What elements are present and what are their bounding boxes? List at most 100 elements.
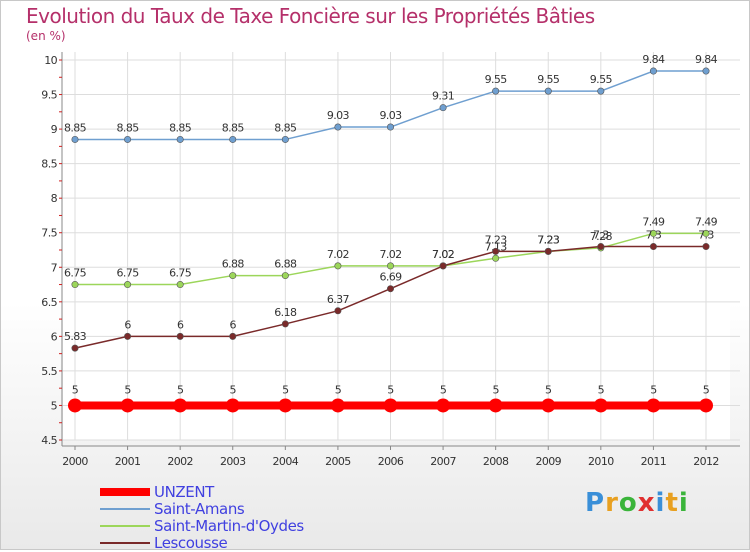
data-label: 7.49 [642, 215, 665, 228]
data-point [492, 87, 500, 95]
data-label: 6.88 [222, 258, 245, 271]
y-tick-label: 7 [51, 261, 58, 274]
data-label: 9.31 [432, 90, 454, 103]
data-label: 7.02 [432, 248, 454, 261]
legend-swatch [100, 487, 150, 496]
data-label: 5 [72, 383, 79, 396]
data-label: 5 [124, 383, 131, 396]
data-point [124, 281, 132, 289]
logo-letter: i [678, 488, 689, 518]
data-label: 6.75 [117, 267, 140, 280]
data-label: 7.02 [432, 248, 454, 261]
data-label: 5 [545, 383, 552, 396]
data-label: 9.55 [590, 73, 613, 86]
data-point [544, 247, 552, 255]
data-label: 7.23 [537, 233, 560, 246]
data-point [71, 135, 79, 143]
data-point [488, 398, 503, 413]
data-point [383, 398, 398, 413]
x-tick-label: 2002 [167, 455, 193, 468]
data-point [593, 398, 608, 413]
x-tick-label: 2009 [535, 455, 561, 468]
data-label: 9.03 [327, 109, 350, 122]
data-label: 6.75 [64, 267, 87, 280]
data-point [334, 307, 342, 315]
data-point [120, 398, 135, 413]
x-tick-label: 2007 [430, 455, 456, 468]
data-label: 7.3 [698, 229, 714, 242]
data-label: 9.03 [379, 109, 402, 122]
logo-letter: x [637, 488, 656, 518]
data-point [597, 243, 605, 251]
data-point [649, 229, 657, 237]
y-tick-label: 9.5 [41, 89, 57, 102]
data-label: 7.02 [327, 248, 349, 261]
data-point [544, 87, 552, 95]
x-tick-label: 2003 [220, 455, 246, 468]
data-label: 6.69 [379, 271, 402, 284]
data-point [386, 262, 394, 270]
legend-label: Saint-Martin-d'Oydes [154, 516, 304, 535]
y-tick-label: 8 [51, 192, 58, 205]
data-label: 7.49 [695, 215, 718, 228]
data-point [71, 281, 79, 289]
data-label: 7.3 [593, 229, 609, 242]
data-label: 6.37 [327, 293, 350, 306]
legend-item: UNZENT [100, 483, 304, 501]
data-point [649, 67, 657, 75]
logo-letter: o [618, 488, 638, 518]
x-tick-label: 2001 [115, 455, 141, 468]
data-label: 6.18 [274, 306, 297, 319]
x-tick-label: 2011 [641, 455, 667, 468]
y-tick-label: 4.5 [41, 434, 57, 447]
data-label: 6.75 [169, 267, 192, 280]
data-point [124, 332, 132, 340]
data-point [541, 398, 556, 413]
logo-letter: t [665, 488, 679, 518]
data-point [699, 398, 713, 413]
data-point [492, 254, 500, 262]
logo-letter: P [585, 488, 606, 518]
data-label: 7.23 [537, 233, 560, 246]
legend-label: Saint-Amans [154, 499, 245, 518]
data-point [281, 135, 289, 143]
data-point [386, 285, 394, 293]
data-label: 9.55 [537, 73, 560, 86]
data-label: 5 [177, 383, 184, 396]
data-point [436, 398, 451, 413]
y-tick-label: 5 [51, 399, 58, 412]
data-point [278, 398, 293, 413]
data-point [334, 123, 342, 131]
data-label: 7.28 [590, 230, 613, 243]
data-label: 9.84 [695, 53, 718, 66]
data-label: 5 [650, 383, 657, 396]
data-label: 5 [703, 383, 710, 396]
y-tick-label: 8.5 [41, 158, 57, 171]
data-point [649, 243, 657, 251]
data-label: 5 [282, 383, 289, 396]
data-label: 8.85 [117, 121, 140, 134]
data-label: 5.83 [64, 330, 87, 343]
data-point [386, 123, 394, 131]
data-point [176, 281, 184, 289]
data-point [176, 135, 184, 143]
data-label: 7.02 [379, 248, 401, 261]
legend-swatch [100, 507, 150, 510]
data-label: 5 [335, 383, 342, 396]
data-label: 6 [230, 318, 237, 331]
data-label: 8.85 [169, 121, 192, 134]
data-label: 6 [124, 318, 131, 331]
x-tick-label: 2008 [483, 455, 509, 468]
data-point [439, 104, 447, 112]
legend-label: Lescousse [154, 533, 228, 552]
data-label: 8.85 [274, 121, 297, 134]
data-point [124, 135, 132, 143]
data-point [281, 320, 289, 328]
y-tick-label: 6 [51, 330, 58, 343]
y-axis-unit: (en %) [26, 29, 66, 43]
y-tick-label: 10 [44, 54, 57, 67]
data-label: 5 [492, 383, 499, 396]
data-point [229, 135, 237, 143]
logo-letter: r [605, 488, 619, 518]
